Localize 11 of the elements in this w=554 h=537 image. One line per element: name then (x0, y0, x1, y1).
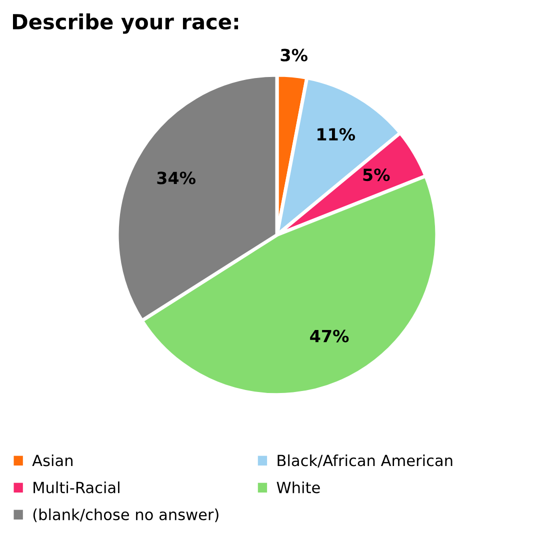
data-label: 47% (310, 330, 349, 342)
legend-label: Multi-Racial (34, 481, 120, 494)
legend-label: White (276, 481, 320, 494)
data-label: 5% (363, 168, 390, 182)
legend-label: Black/African American (278, 454, 452, 468)
legend-label: Asian (32, 454, 72, 466)
legend-label: (blank/chose no answer) (33, 508, 218, 522)
chart-title: Describe your race: (12, 13, 238, 34)
data-label: 34% (157, 172, 196, 184)
data-label: 3% (280, 48, 308, 62)
data-label: 11% (318, 128, 356, 141)
